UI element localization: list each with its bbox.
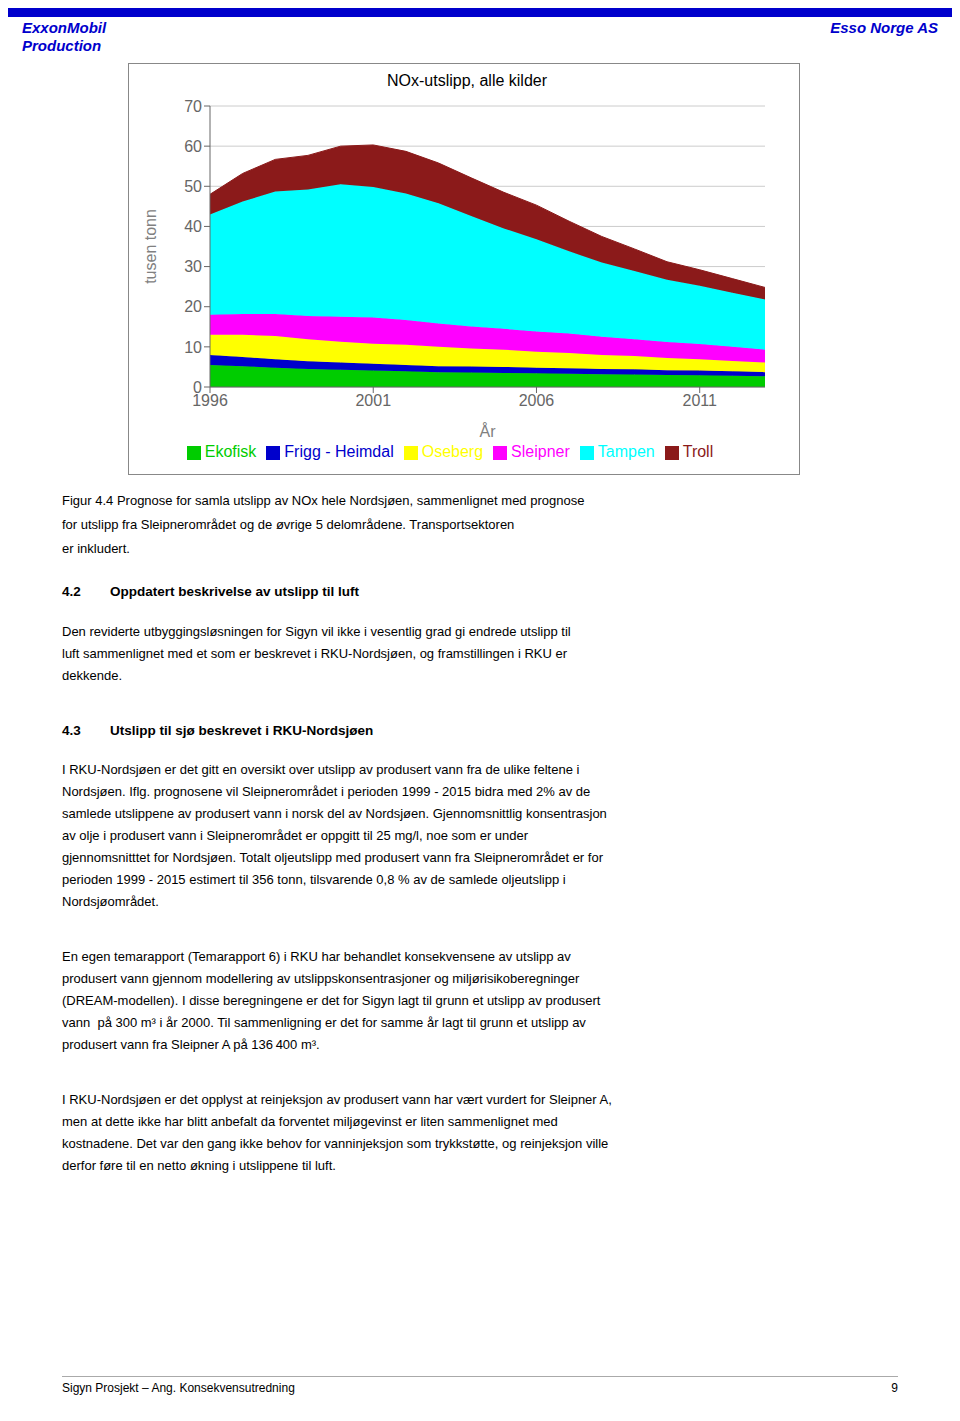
html-text:av olje i produsert vann i Sle: av olje i produsert vann i Sleipnerområd… [62, 828, 529, 844]
html-text:for utslipp fra Sleipnerområde: for utslipp fra Sleipnerområdet og de øv… [62, 517, 515, 532]
html-text:Den reviderte utbyggingsløsnin: Den reviderte utbyggingsløsningen for Si… [62, 623, 571, 639]
html-text:derfor føre til en netto øknin: derfor føre til en netto økning i utslip… [62, 1158, 336, 1174]
html-text:Frigg - Heimdal: Frigg - Heimdal [284, 443, 394, 460]
svg-text:70: 70 [184, 98, 202, 115]
svg-text:30: 30 [184, 258, 202, 275]
html-text:Ekofisk: Ekofisk [204, 443, 257, 460]
html-text:En egen temarapport (Temarappo: En egen temarapport (Temarapport 6) i RK… [62, 949, 571, 965]
html-text:Nordsjøen. Iflg. prognosene vi: Nordsjøen. Iflg. prognosene vil Sleipner… [62, 784, 591, 800]
html-text:Oppdatert beskrivelse av utsli: Oppdatert beskrivelse av utslipp til luf… [110, 584, 360, 599]
html-text:4.3: 4.3 [62, 722, 81, 738]
html-text:Oseberg: Oseberg [421, 443, 484, 460]
svg-text:1996: 1996 [192, 392, 228, 410]
html-text:vann på 300 m³ i år 2000. Til: vann på 300 m³ i år 2000. Til sammenlign… [62, 1015, 586, 1031]
html-text:kostnadene. Det var den gang i: kostnadene. Det var den gang ikke behov … [62, 1136, 609, 1152]
html-text:dekkende.: dekkende. [62, 667, 122, 683]
html-text:4.2: 4.2 [62, 584, 81, 599]
html-text:I RKU-Nordsjøen er det gitt en: I RKU-Nordsjøen er det gitt en oversikt … [62, 762, 580, 778]
html-text:Sigyn Prosjekt – Ang. Konsekve: Sigyn Prosjekt – Ang. Konsekvensutrednin… [62, 1381, 295, 1395]
svg-text:2001: 2001 [355, 392, 391, 409]
html-text:Nordsjøområdet.: Nordsjøområdet. [62, 894, 159, 910]
html-text:Figur 4.4 Prognose for samla u: Figur 4.4 Prognose for samla utslipp av … [62, 493, 585, 508]
svg-text:10: 10 [184, 339, 202, 356]
html-text:samlede utslippene av produser: samlede utslippene av produsert vann i n… [62, 806, 607, 822]
html-text:men at dette ikke har blitt an: men at dette ikke har blitt anbefalt da … [62, 1114, 558, 1130]
html-text:ExxonMobil: ExxonMobil [22, 19, 107, 36]
svg-text:tusen tonn: tusen tonn [142, 209, 159, 284]
svg-text:0: 0 [193, 379, 202, 396]
svg-text:2006: 2006 [519, 392, 555, 409]
svg-text:20: 20 [184, 298, 202, 315]
html-text:er inkludert.: er inkludert. [62, 541, 130, 556]
html-text:I RKU-Nordsjøen er det opplyst: I RKU-Nordsjøen er det opplyst at reinje… [62, 1092, 612, 1108]
svg-text:50: 50 [184, 178, 202, 195]
html-text:Tampen: Tampen [597, 443, 655, 460]
html-text:perioden 1999 - 2015 estimert: perioden 1999 - 2015 estimert til 356 to… [62, 872, 566, 888]
html-text:Sleipner: Sleipner [511, 443, 570, 460]
svg-text:60: 60 [184, 138, 202, 155]
svg-text:40: 40 [184, 218, 202, 235]
html-text:gjennomsnitttet for Nordsjøen.: gjennomsnitttet for Nordsjøen. Totalt ol… [62, 850, 603, 866]
html-text:Utslipp til sjø beskrevet i RK: Utslipp til sjø beskrevet i RKU-Nordsjøe… [110, 722, 374, 738]
html-text:(DREAM-modellen). I disse bere: (DREAM-modellen). I disse beregningene e… [62, 993, 601, 1009]
svg-text:År: År [480, 422, 497, 440]
html-text:luft sammenlignet med et som e: luft sammenlignet med et som er beskreve… [62, 645, 567, 661]
html-text:Production: Production [22, 37, 102, 54]
html-text:produsert vann fra Sleipner A: produsert vann fra Sleipner A på 136 400… [62, 1037, 320, 1053]
html-text:produsert vann gjennom modelle: produsert vann gjennom modellering av ut… [62, 971, 580, 987]
html-text:NOx-utslipp, alle kilder: NOx-utslipp, alle kilder [387, 72, 547, 89]
html-text:Esso Norge AS: Esso Norge AS [830, 19, 938, 36]
html-text:Troll: Troll [682, 443, 714, 460]
html-text:9: 9 [891, 1381, 898, 1395]
svg-text:2011: 2011 [683, 392, 718, 409]
